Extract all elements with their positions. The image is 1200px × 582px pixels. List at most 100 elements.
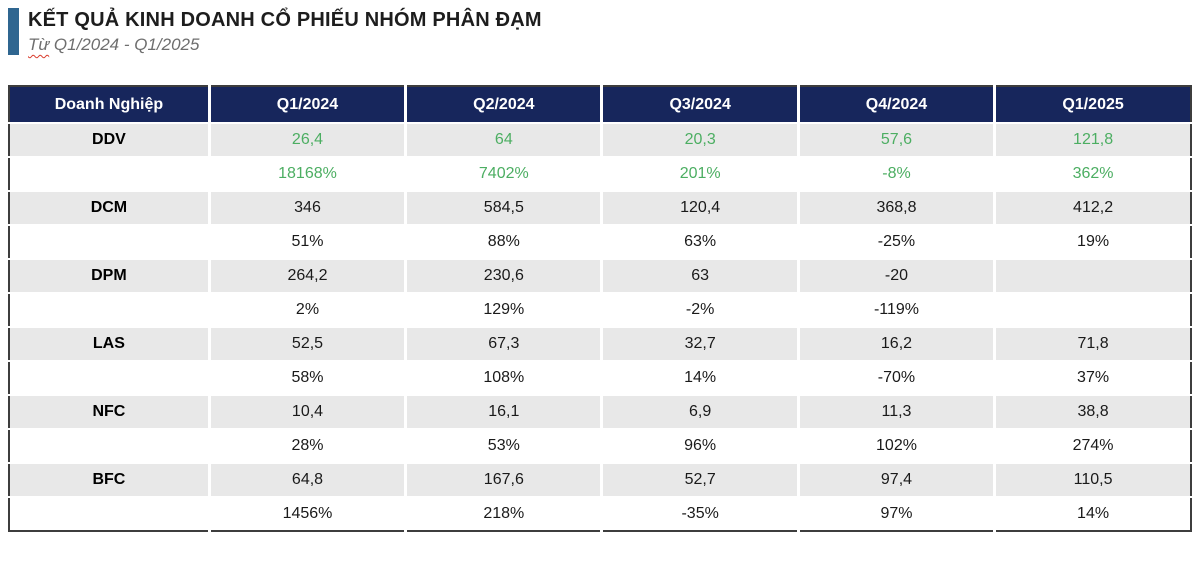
growth-cell: 19%	[994, 225, 1191, 260]
value-cell: 64,8	[209, 463, 408, 498]
empty-cell	[9, 497, 211, 531]
growth-cell: 1456%	[209, 497, 408, 531]
growth-cell: 14%	[601, 361, 800, 396]
growth-cell: 7402%	[405, 157, 604, 192]
value-cell: 63	[601, 259, 800, 294]
growth-cell: 37%	[994, 361, 1191, 396]
growth-cell: 274%	[994, 429, 1191, 464]
table-row-las-values: LAS 52,5 67,3 32,7 16,2 71,8	[9, 327, 1191, 362]
page-title: KẾT QUẢ KINH DOANH CỔ PHIẾU NHÓM PHÂN ĐẠ…	[28, 9, 542, 31]
value-cell: 64	[405, 123, 604, 158]
table-row-ddv-growth: 18168% 7402% 201% -8% 362%	[9, 157, 1191, 192]
value-cell: 121,8	[994, 123, 1191, 158]
value-cell	[994, 259, 1191, 294]
value-cell: 97,4	[798, 463, 997, 498]
company-name: DPM	[9, 259, 211, 294]
page-root: KẾT QUẢ KINH DOANH CỔ PHIẾU NHÓM PHÂN ĐẠ…	[0, 8, 1200, 532]
column-header-q2-2024: Q2/2024	[405, 86, 604, 124]
value-cell: 230,6	[405, 259, 604, 294]
table-header-row: Doanh Nghiệp Q1/2024 Q2/2024 Q3/2024 Q4/…	[9, 86, 1191, 124]
empty-cell	[9, 293, 211, 328]
growth-cell: 88%	[405, 225, 604, 260]
table-row-las-growth: 58% 108% 14% -70% 37%	[9, 361, 1191, 396]
growth-cell: -70%	[798, 361, 997, 396]
growth-cell: 129%	[405, 293, 604, 328]
column-header-q3-2024: Q3/2024	[601, 86, 800, 124]
growth-cell: 108%	[405, 361, 604, 396]
value-cell: 57,6	[798, 123, 997, 158]
value-cell: 120,4	[601, 191, 800, 226]
value-cell: 368,8	[798, 191, 997, 226]
growth-cell: 63%	[601, 225, 800, 260]
accent-bar	[8, 8, 19, 55]
growth-cell	[994, 293, 1191, 328]
empty-cell	[9, 361, 211, 396]
growth-cell: -25%	[798, 225, 997, 260]
value-cell: 167,6	[405, 463, 604, 498]
value-cell: 71,8	[994, 327, 1191, 362]
subtitle-prefix: Từ	[28, 35, 50, 54]
column-header-q1-2024: Q1/2024	[209, 86, 408, 124]
value-cell: 264,2	[209, 259, 408, 294]
value-cell: 6,9	[601, 395, 800, 430]
growth-cell: 102%	[798, 429, 997, 464]
value-cell: 16,2	[798, 327, 997, 362]
article-header: KẾT QUẢ KINH DOANH CỔ PHIẾU NHÓM PHÂN ĐẠ…	[8, 8, 1192, 55]
value-cell: 412,2	[994, 191, 1191, 226]
growth-cell: 2%	[209, 293, 408, 328]
growth-cell: 14%	[994, 497, 1191, 531]
value-cell: 346	[209, 191, 408, 226]
empty-cell	[9, 157, 211, 192]
value-cell: 52,7	[601, 463, 800, 498]
growth-cell: 97%	[798, 497, 997, 531]
company-name: BFC	[9, 463, 211, 498]
value-cell: 32,7	[601, 327, 800, 362]
value-cell: 584,5	[405, 191, 604, 226]
growth-cell: -119%	[798, 293, 997, 328]
table-row-nfc-growth: 28% 53% 96% 102% 274%	[9, 429, 1191, 464]
value-cell: 11,3	[798, 395, 997, 430]
value-cell: 16,1	[405, 395, 604, 430]
growth-cell: -2%	[601, 293, 800, 328]
growth-cell: 201%	[601, 157, 800, 192]
growth-cell: -35%	[601, 497, 800, 531]
page-subtitle: Từ Q1/2024 - Q1/2025	[28, 34, 542, 55]
growth-cell: 51%	[209, 225, 408, 260]
growth-cell: 53%	[405, 429, 604, 464]
value-cell: 20,3	[601, 123, 800, 158]
value-cell: 26,4	[209, 123, 408, 158]
table-row-nfc-values: NFC 10,4 16,1 6,9 11,3 38,8	[9, 395, 1191, 430]
table-row-dcm-growth: 51% 88% 63% -25% 19%	[9, 225, 1191, 260]
table-row-bfc-growth: 1456% 218% -35% 97% 14%	[9, 497, 1191, 531]
value-cell: 67,3	[405, 327, 604, 362]
table-row-dcm-values: DCM 346 584,5 120,4 368,8 412,2	[9, 191, 1191, 226]
company-name: DCM	[9, 191, 211, 226]
empty-cell	[9, 225, 211, 260]
growth-cell: 362%	[994, 157, 1191, 192]
growth-cell: 58%	[209, 361, 408, 396]
growth-cell: 218%	[405, 497, 604, 531]
table-row-dpm-values: DPM 264,2 230,6 63 -20	[9, 259, 1191, 294]
column-header-company: Doanh Nghiệp	[9, 86, 211, 124]
company-name: NFC	[9, 395, 211, 430]
table-row-bfc-values: BFC 64,8 167,6 52,7 97,4 110,5	[9, 463, 1191, 498]
value-cell: 52,5	[209, 327, 408, 362]
column-header-q4-2024: Q4/2024	[798, 86, 997, 124]
value-cell: 110,5	[994, 463, 1191, 498]
value-cell: 10,4	[209, 395, 408, 430]
empty-cell	[9, 429, 211, 464]
table-row-ddv-values: DDV 26,4 64 20,3 57,6 121,8	[9, 123, 1191, 158]
results-table: Doanh Nghiệp Q1/2024 Q2/2024 Q3/2024 Q4/…	[8, 85, 1192, 532]
column-header-q1-2025: Q1/2025	[994, 86, 1191, 124]
company-name: LAS	[9, 327, 211, 362]
heading-text: KẾT QUẢ KINH DOANH CỔ PHIẾU NHÓM PHÂN ĐẠ…	[28, 8, 542, 55]
growth-cell: 28%	[209, 429, 408, 464]
subtitle-range: Q1/2024 - Q1/2025	[49, 35, 200, 54]
value-cell: -20	[798, 259, 997, 294]
growth-cell: -8%	[798, 157, 997, 192]
table-row-dpm-growth: 2% 129% -2% -119%	[9, 293, 1191, 328]
value-cell: 38,8	[994, 395, 1191, 430]
growth-cell: 18168%	[209, 157, 408, 192]
growth-cell: 96%	[601, 429, 800, 464]
company-name: DDV	[9, 123, 211, 158]
